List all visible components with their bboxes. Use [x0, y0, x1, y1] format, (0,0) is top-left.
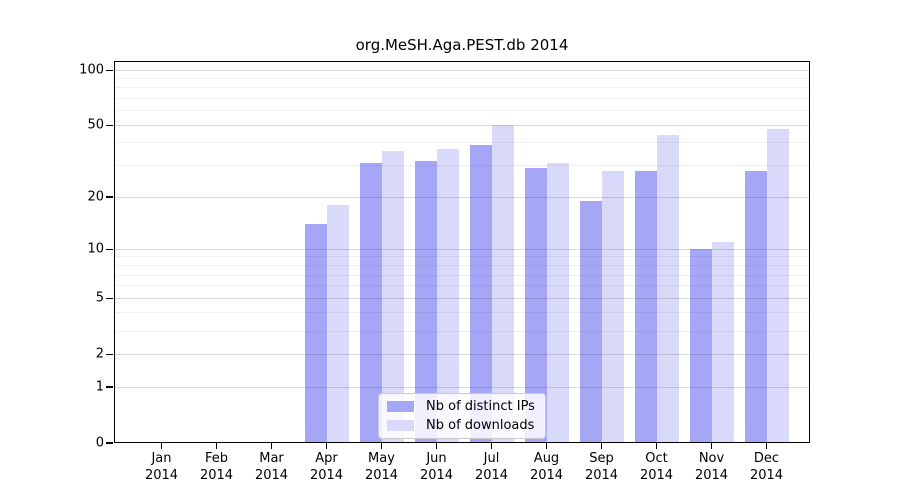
legend-label-distinct-ips: Nb of distinct IPs [426, 399, 535, 414]
y-tick-5 [106, 297, 113, 299]
y-tick-label-2: 2 [95, 346, 104, 362]
bar-nb-of-downloads-sep [601, 170, 624, 443]
x-tick-label-may: May 2014 [364, 451, 399, 483]
x-tick-feb [215, 443, 218, 449]
bar-nb-of-distinct-ips-nov [689, 249, 712, 443]
y-tick-10 [106, 248, 113, 250]
x-tick-label-jun: Jun 2014 [419, 451, 454, 483]
bar-nb-of-downloads-dec [766, 128, 789, 443]
x-tick-aug [545, 443, 548, 449]
y-tick-1 [106, 386, 113, 388]
x-tick-sep [600, 443, 603, 449]
y-tick-label-50: 50 [87, 117, 104, 133]
x-tick-label-aug: Aug 2014 [529, 451, 564, 483]
bar-nb-of-downloads-apr [326, 205, 349, 443]
bar-nb-of-distinct-ips-apr [304, 224, 327, 443]
y-tick-label-5: 5 [95, 290, 104, 306]
y-tick-label-20: 20 [87, 189, 104, 205]
x-tick-label-dec: Dec 2014 [749, 451, 784, 483]
y-tick-2 [106, 353, 113, 355]
legend-swatch-downloads-icon [387, 420, 414, 431]
x-tick-jan [160, 443, 163, 449]
x-tick-label-mar: Mar 2014 [254, 451, 289, 483]
bar-nb-of-downloads-may [381, 151, 404, 443]
bar-nb-of-downloads-jun [436, 149, 459, 443]
y-tick-0 [106, 442, 113, 444]
plot-area [114, 61, 810, 443]
bar-nb-of-downloads-nov [711, 242, 734, 443]
x-tick-label-sep: Sep 2014 [584, 451, 619, 483]
x-tick-dec [765, 443, 768, 449]
y-tick-label-0: 0 [95, 435, 104, 451]
x-tick-jun [435, 443, 438, 449]
bar-nb-of-distinct-ips-may [359, 162, 382, 443]
bars-layer [114, 61, 810, 443]
x-tick-mar [270, 443, 273, 449]
x-tick-may [380, 443, 383, 449]
x-tick-apr [325, 443, 328, 449]
x-tick-label-apr: Apr 2014 [309, 451, 344, 483]
x-tick-label-oct: Oct 2014 [639, 451, 674, 483]
legend-label-downloads: Nb of downloads [426, 418, 535, 433]
y-tick-20 [106, 196, 113, 198]
legend: Nb of distinct IPs Nb of downloads [378, 393, 546, 439]
x-tick-label-feb: Feb 2014 [199, 451, 234, 483]
x-tick-jul [490, 443, 493, 449]
bar-nb-of-distinct-ips-oct [634, 170, 657, 443]
bar-nb-of-distinct-ips-sep [579, 200, 602, 443]
y-tick-50 [106, 124, 113, 126]
x-tick-oct [655, 443, 658, 449]
y-tick-label-100: 100 [79, 62, 104, 78]
bar-nb-of-distinct-ips-jun [414, 160, 437, 443]
legend-item-distinct-ips: Nb of distinct IPs [387, 399, 535, 414]
bar-nb-of-distinct-ips-aug [524, 168, 547, 443]
y-tick-100 [106, 69, 113, 71]
x-tick-label-jul: Jul 2014 [474, 451, 509, 483]
bar-nb-of-downloads-aug [546, 162, 569, 443]
bar-nb-of-distinct-ips-dec [744, 170, 767, 443]
bar-nb-of-downloads-oct [656, 135, 679, 443]
x-tick-nov [710, 443, 713, 449]
y-tick-label-1: 1 [95, 379, 104, 395]
y-tick-label-10: 10 [87, 241, 104, 257]
bar-nb-of-distinct-ips-jul [469, 144, 492, 443]
x-tick-label-jan: Jan 2014 [144, 451, 179, 483]
legend-item-downloads: Nb of downloads [387, 418, 535, 433]
chart-title: org.MeSH.Aga.PEST.db 2014 [355, 36, 569, 54]
bar-nb-of-downloads-jul [491, 125, 514, 443]
legend-swatch-distinct-ips-icon [387, 401, 414, 412]
x-tick-label-nov: Nov 2014 [694, 451, 729, 483]
